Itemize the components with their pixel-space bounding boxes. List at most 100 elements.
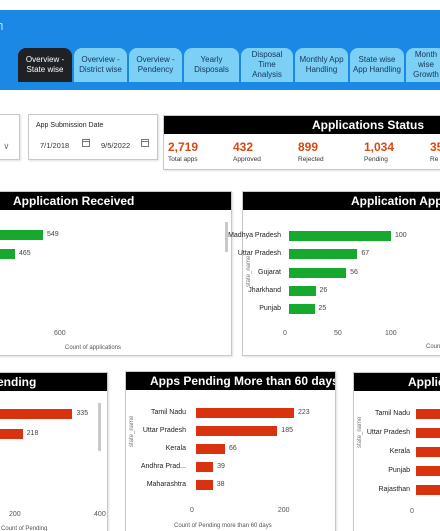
category-label: Tamil Nadu [374, 410, 410, 417]
category-label: Jharkhand [248, 286, 281, 294]
category-label: Rajasthan [378, 486, 410, 493]
data-label: 218 [26, 430, 39, 437]
category-label: Uttar Pradesh [142, 427, 186, 434]
kpi-label: Approved [233, 156, 261, 163]
tab-monthly-app-handling[interactable]: Monthly App Handling [295, 48, 348, 82]
kpi-pending: 1,034 Pending [364, 140, 394, 163]
category-label: Kerala [165, 445, 186, 452]
chart-scrollbar[interactable] [98, 403, 101, 451]
date-slicer: App Submission Date 7/1/2018 9/5/2022 [28, 114, 158, 160]
kpi-returned: 35 Re [430, 140, 440, 163]
data-label: 66 [229, 445, 237, 452]
kpi-value: 432 [233, 140, 254, 154]
kpi-value: 1,034 [364, 140, 395, 154]
bar[interactable] [416, 485, 440, 495]
x-axis-title: Count of applications [65, 345, 122, 351]
kpi-value: 35 [430, 140, 440, 154]
bar[interactable] [416, 447, 440, 457]
bar[interactable] [196, 462, 214, 472]
y-axis-title: state_name [129, 415, 135, 447]
kpi-label: Pending [364, 156, 388, 163]
bar[interactable] [0, 409, 73, 419]
bar[interactable] [0, 429, 23, 439]
category-label: Gujarat [258, 268, 281, 276]
bar[interactable] [196, 480, 213, 490]
tab-strip: Overview - State wise Overview - Distric… [0, 42, 440, 90]
bar[interactable] [196, 426, 278, 436]
kpi-approved: 432 Approved [233, 140, 261, 163]
data-label: 100 [395, 232, 407, 239]
tab-state-wise-app-handling[interactable]: State wise App Handling [350, 48, 404, 82]
kpi-label: Total apps [168, 156, 198, 163]
x-tick-label: 600 [53, 330, 66, 337]
x-tick-label: 0 [283, 330, 287, 337]
x-tick-label: 400 [94, 511, 106, 518]
tab-disposal-time-analysis[interactable]: Disposal Time Analysis [241, 48, 293, 82]
data-label: 38 [216, 481, 225, 488]
data-label: 335 [76, 410, 89, 417]
y-axis-title: state_name [246, 255, 252, 287]
bar[interactable] [0, 230, 43, 240]
category-label: Uttar Pradesh [366, 429, 410, 436]
calendar-icon[interactable] [82, 139, 90, 147]
bar[interactable] [196, 444, 225, 454]
bar[interactable] [289, 249, 358, 260]
category-label: Madhya Pradesh [228, 232, 281, 239]
header-edge-icon: ɿ [0, 20, 3, 30]
category-label: Maharashtra [146, 481, 186, 488]
chevron-down-icon[interactable]: ∨ [3, 141, 10, 151]
calendar-icon[interactable] [141, 139, 149, 147]
data-label: 56 [350, 268, 358, 276]
chart-title: ending [0, 373, 107, 391]
category-label: Punjab [259, 305, 281, 313]
bar[interactable] [289, 231, 391, 241]
applications-chart-partial: Applica Tamil Nadu Uttar Pradesh Kerala Pun… [353, 372, 440, 531]
tab-overview-district-wise[interactable]: Overview - District wise [74, 48, 127, 82]
category-label: Uttar Pradesh [237, 250, 281, 258]
data-label: 549 [46, 231, 59, 238]
start-date-input[interactable]: 7/1/2018 [40, 140, 70, 150]
kpi-rejected: 899 Rejected [298, 140, 324, 163]
pending-60-days-chart: Apps Pending More than 60 days Tamil Nad… [125, 371, 336, 531]
tab-overview-state-wise[interactable]: Overview - State wise [18, 48, 72, 82]
data-label: 465 [18, 249, 31, 257]
pending-chart: ending 335 218 200 400 Count of Pending [0, 372, 108, 531]
x-axis-title: Count of Pending more than 60 days [174, 523, 272, 529]
bar[interactable] [196, 408, 294, 418]
chart-title: Application Received [0, 192, 231, 210]
end-date-input[interactable]: 9/5/2022 [101, 140, 131, 150]
data-label: 223 [298, 409, 310, 416]
chart-scrollbar[interactable] [225, 222, 228, 252]
category-label: Tamil Nadu [150, 409, 186, 416]
x-tick-label: 200 [9, 511, 21, 518]
x-tick-label: 0 [410, 508, 414, 515]
tab-overview-pendency[interactable]: Overview - Pendency [129, 48, 182, 82]
bar[interactable] [289, 285, 316, 296]
tab-yearly-disposals[interactable]: Yearly Disposals [184, 48, 239, 82]
applications-status-card: Applications Status 2,719 Total apps 432… [163, 115, 440, 170]
x-tick-label: 50 [334, 330, 342, 337]
app-header: ɿ [0, 10, 440, 42]
bar[interactable] [416, 428, 440, 438]
date-slicer-title: App Submission Date [36, 122, 104, 129]
state-slicer[interactable]: ∨ [0, 114, 20, 160]
category-label: Kerala [389, 448, 410, 455]
x-tick-label: 0 [190, 507, 194, 514]
data-label: 39 [217, 463, 225, 470]
kpi-value: 899 [298, 140, 319, 154]
bar[interactable] [416, 409, 440, 419]
chart-title: Application Approv [243, 192, 440, 210]
chart-title: Applica [354, 373, 440, 391]
application-received-chart: Application Received 5494652242011912004… [0, 191, 232, 356]
bar[interactable] [416, 466, 440, 476]
x-tick-label: 100 [385, 330, 397, 337]
tab-month-wise-growth[interactable]: Month wise Growth [406, 48, 440, 82]
bar[interactable] [0, 248, 15, 259]
bar[interactable] [289, 304, 315, 315]
y-axis-title: state_name [357, 416, 363, 448]
kpi-label: Re [430, 156, 439, 163]
bar[interactable] [289, 267, 347, 278]
category-label: Punjab [388, 467, 410, 474]
kpi-label: Rejected [298, 156, 324, 163]
